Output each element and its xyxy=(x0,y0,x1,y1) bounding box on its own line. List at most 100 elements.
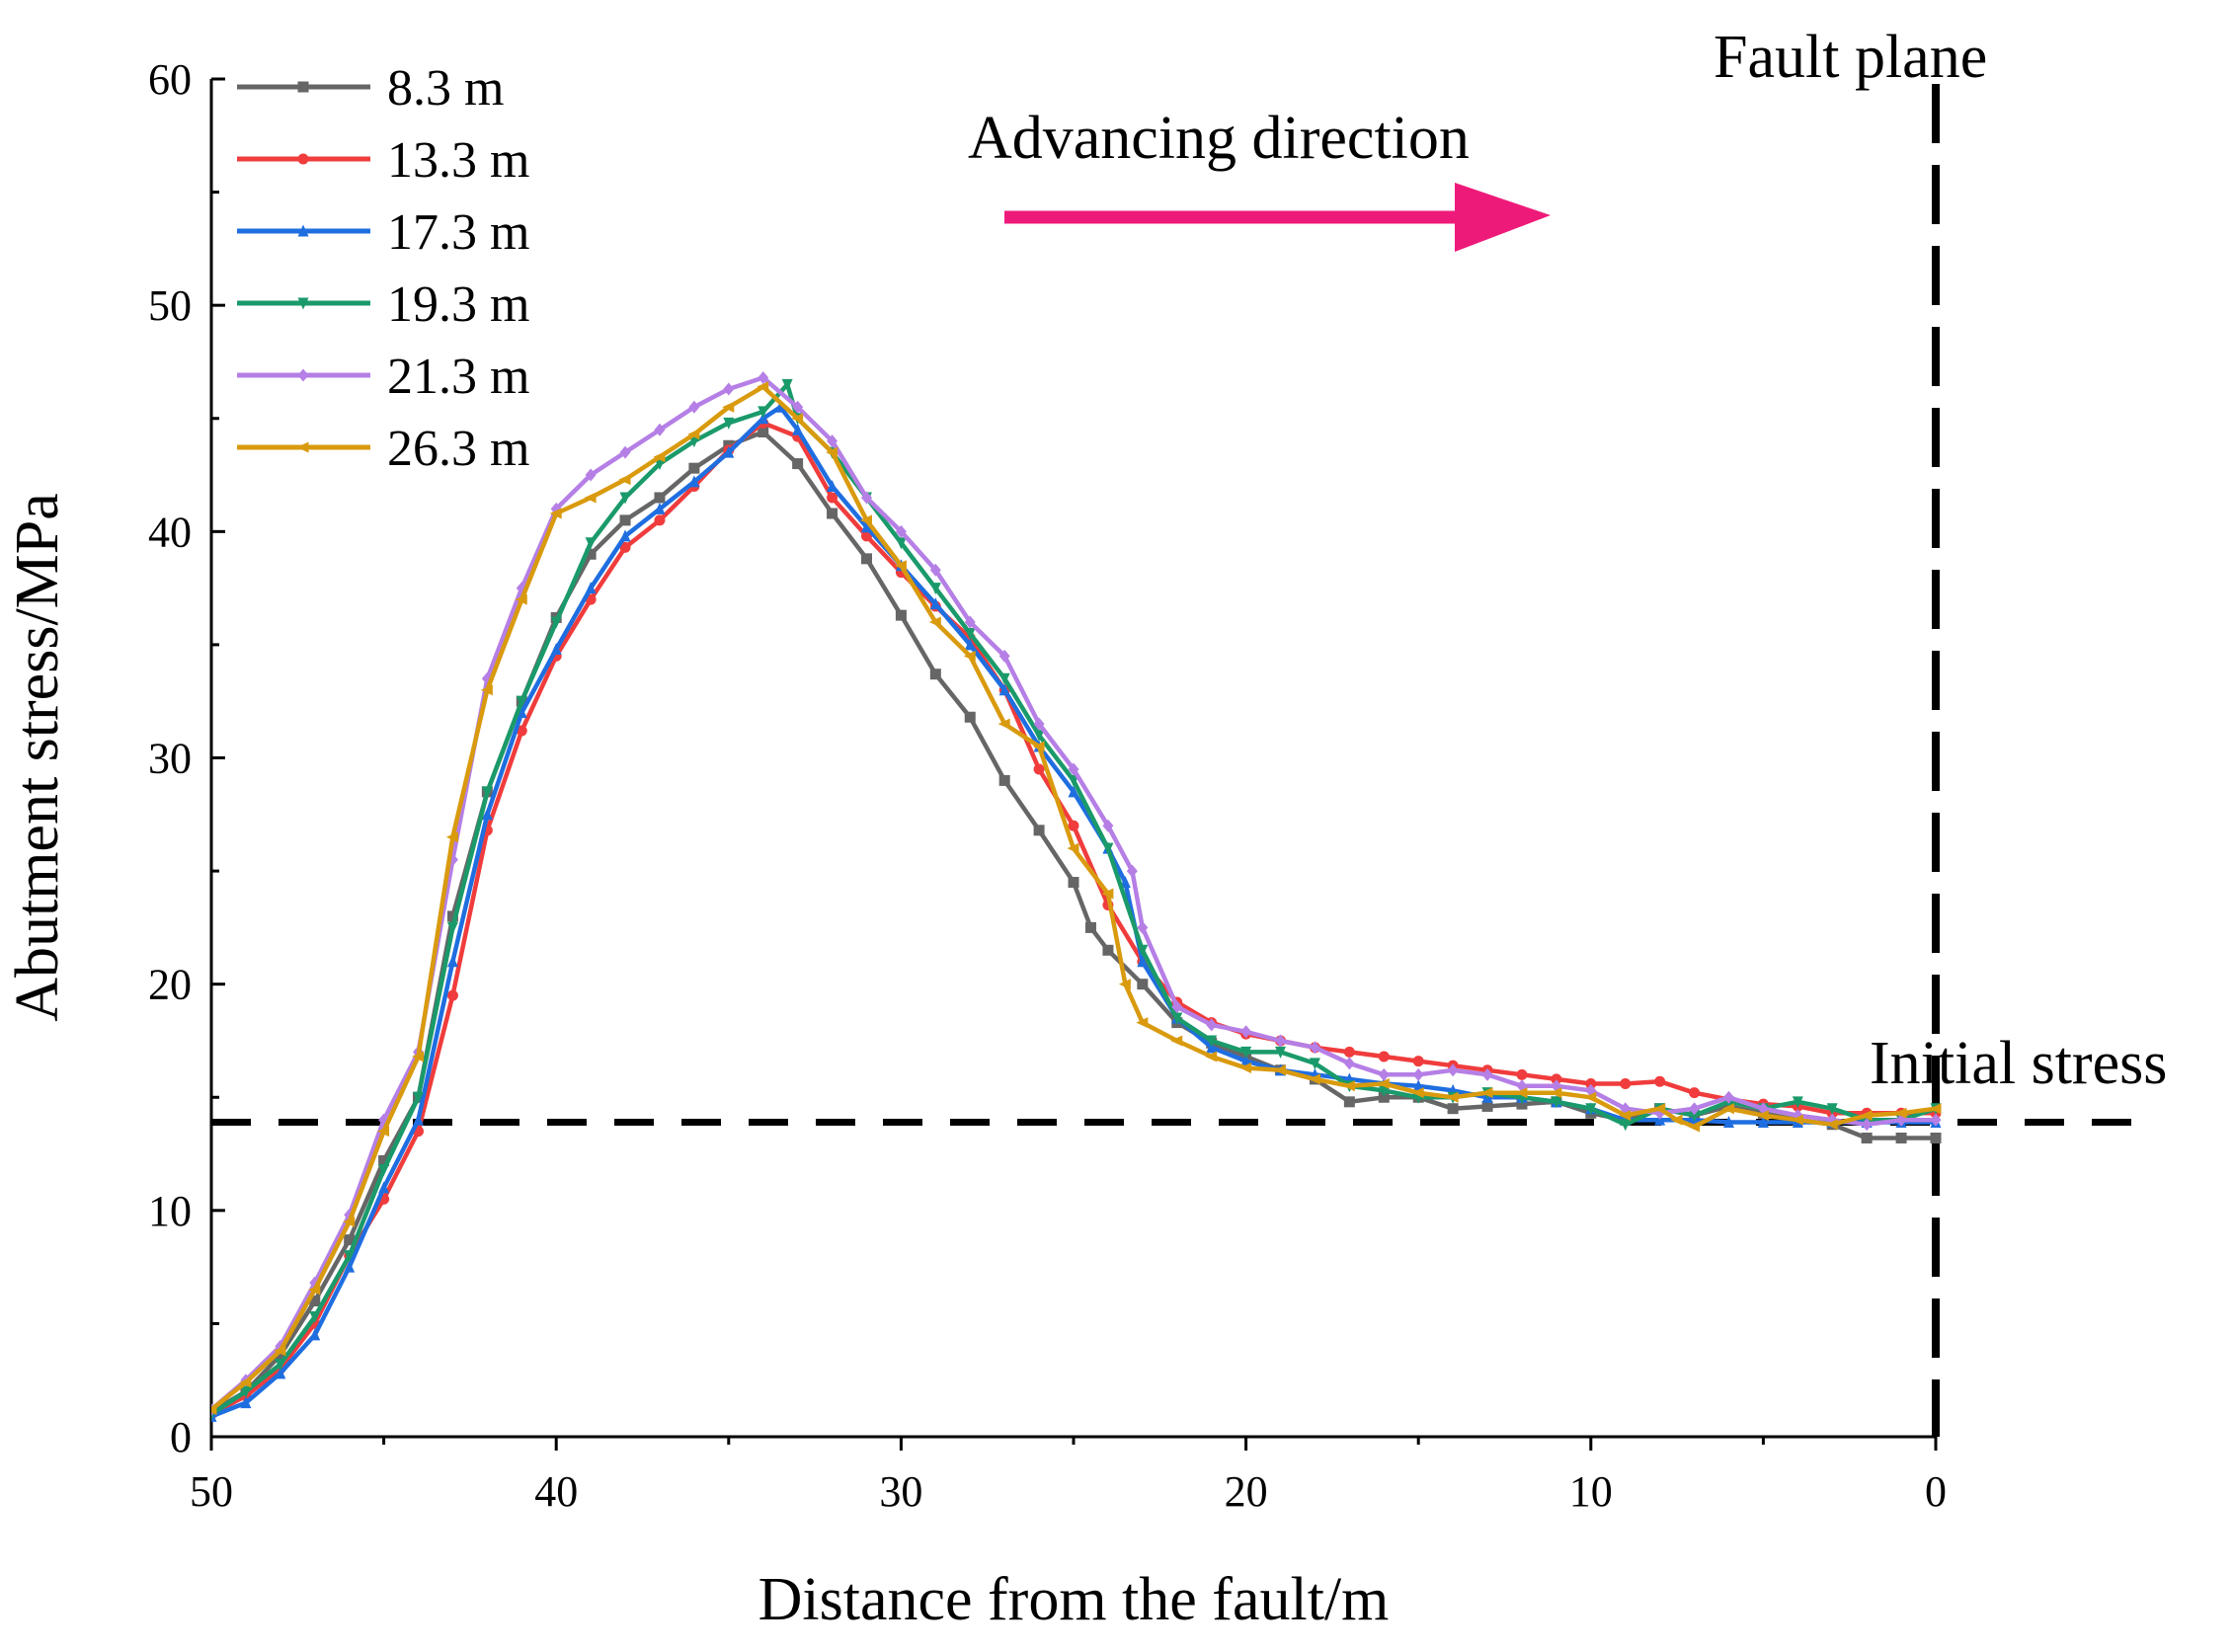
data-point xyxy=(1412,1079,1424,1092)
data-point xyxy=(929,563,941,577)
x-ticks: 50 40 30 20 10 0 xyxy=(190,1437,1947,1516)
data-point xyxy=(929,669,941,680)
data-point xyxy=(239,1377,252,1388)
data-point xyxy=(1516,1098,1528,1110)
data-point xyxy=(585,468,597,482)
data-point xyxy=(1033,730,1045,743)
data-point xyxy=(309,1296,321,1306)
data-point xyxy=(413,1091,425,1104)
legend-label: 17.3 m xyxy=(387,204,529,261)
data-point xyxy=(1137,979,1149,990)
y-tick-label: 50 xyxy=(148,281,192,330)
data-point xyxy=(585,537,597,550)
fault-plane-label: Fault plane xyxy=(1714,24,1987,91)
data-point xyxy=(895,524,907,538)
initial-stress-label: Initial stress xyxy=(1870,1030,2167,1097)
data-point xyxy=(723,445,735,458)
data-point xyxy=(1584,1091,1597,1103)
legend-label: 21.3 m xyxy=(387,349,529,405)
data-point xyxy=(1275,1046,1287,1059)
data-point xyxy=(827,434,838,448)
data-point xyxy=(860,491,872,505)
data-point xyxy=(895,537,907,550)
data-point xyxy=(275,1359,286,1372)
data-point xyxy=(781,378,793,391)
data-point xyxy=(929,583,941,595)
data-point xyxy=(654,492,666,504)
data-point xyxy=(1206,1035,1218,1048)
data-point xyxy=(964,638,976,651)
data-point xyxy=(1757,1115,1769,1128)
data-point xyxy=(516,695,527,708)
data-point xyxy=(998,672,1010,685)
data-point xyxy=(1585,1103,1597,1116)
data-point xyxy=(1412,1067,1424,1081)
data-point xyxy=(550,643,562,655)
data-point xyxy=(1860,1110,1873,1122)
data-point xyxy=(1412,1056,1424,1067)
series-group xyxy=(211,417,1942,1420)
data-point xyxy=(1551,1096,1562,1109)
data-point xyxy=(619,514,631,526)
data-point xyxy=(792,423,804,435)
data-point xyxy=(1446,1091,1459,1103)
data-point xyxy=(1378,1084,1390,1097)
data-point xyxy=(688,462,700,474)
data-point xyxy=(619,541,631,553)
data-point xyxy=(240,1396,252,1409)
data-point xyxy=(963,650,976,662)
data-point xyxy=(1378,1051,1390,1062)
data-point xyxy=(1447,1103,1459,1115)
legend-swatch-marker xyxy=(297,297,309,310)
data-point xyxy=(1137,944,1149,957)
data-point xyxy=(274,1345,286,1357)
data-point xyxy=(412,1051,425,1062)
data-point xyxy=(758,371,769,384)
data-point xyxy=(1171,1000,1183,1014)
data-point xyxy=(1929,1103,1942,1115)
data-point xyxy=(1137,955,1149,968)
data-point xyxy=(1068,762,1079,776)
data-point xyxy=(344,1250,356,1263)
data-point xyxy=(1653,1103,1666,1115)
legend-item: 17.3 m xyxy=(237,204,529,261)
data-point xyxy=(758,406,769,419)
data-point xyxy=(1689,1102,1701,1116)
data-point xyxy=(1481,1100,1493,1112)
data-point xyxy=(827,508,838,519)
x-tick-label: 40 xyxy=(534,1467,578,1516)
y-tick-label: 30 xyxy=(148,735,192,783)
data-point xyxy=(1756,1110,1769,1122)
data-point xyxy=(1084,921,1096,933)
data-point xyxy=(998,774,1010,786)
series-layer xyxy=(211,371,1942,1422)
data-point xyxy=(859,514,872,526)
data-point xyxy=(618,474,631,486)
data-point xyxy=(1791,1114,1803,1126)
data-point xyxy=(515,593,527,605)
data-point xyxy=(827,480,838,492)
data-point xyxy=(1033,717,1045,731)
legend-swatch-marker xyxy=(297,368,309,382)
data-point xyxy=(1118,979,1131,990)
data-point xyxy=(1309,1041,1320,1055)
data-point xyxy=(1102,842,1114,855)
data-point xyxy=(964,711,976,723)
data-point xyxy=(1825,1119,1838,1131)
data-point xyxy=(1171,1012,1183,1025)
data-point xyxy=(1515,1087,1528,1099)
data-point xyxy=(688,475,700,488)
data-point xyxy=(1343,1046,1355,1058)
y-tick-label: 60 xyxy=(148,55,192,104)
data-point xyxy=(619,492,631,505)
data-point xyxy=(1688,1121,1701,1133)
data-point xyxy=(1068,820,1079,831)
data-point xyxy=(585,548,597,560)
data-point xyxy=(1619,1110,1632,1122)
data-point xyxy=(378,1164,390,1177)
x-tick-label: 50 xyxy=(190,1467,233,1516)
data-point xyxy=(827,492,838,504)
data-point xyxy=(516,706,527,719)
x-tick-label: 0 xyxy=(1925,1467,1947,1516)
